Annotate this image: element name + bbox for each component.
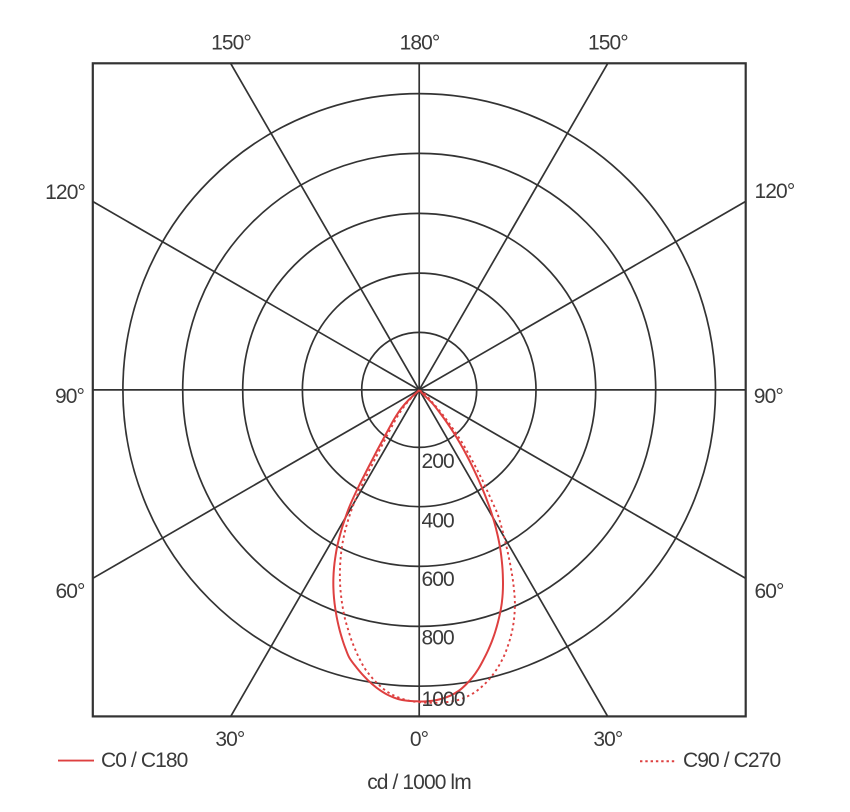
svg-text:0°: 0° (410, 728, 429, 751)
svg-text:60°: 60° (55, 580, 85, 603)
svg-text:C0 / C180: C0 / C180 (101, 749, 188, 772)
svg-text:150°: 150° (211, 32, 251, 55)
svg-text:90°: 90° (754, 385, 784, 408)
svg-text:120°: 120° (45, 181, 85, 204)
svg-text:200: 200 (422, 450, 455, 473)
svg-text:90°: 90° (55, 385, 85, 408)
svg-text:800: 800 (422, 627, 455, 650)
svg-text:30°: 30° (215, 728, 245, 751)
svg-text:600: 600 (422, 568, 455, 591)
svg-text:400: 400 (422, 509, 455, 532)
svg-text:180°: 180° (400, 32, 440, 55)
svg-text:120°: 120° (755, 180, 795, 203)
svg-text:30°: 30° (593, 728, 623, 751)
svg-text:60°: 60° (755, 580, 785, 603)
svg-text:cd / 1000 lm: cd / 1000 lm (367, 771, 471, 794)
svg-text:1000: 1000 (422, 688, 465, 711)
svg-text:C90 / C270: C90 / C270 (683, 749, 780, 772)
svg-text:150°: 150° (588, 32, 628, 55)
